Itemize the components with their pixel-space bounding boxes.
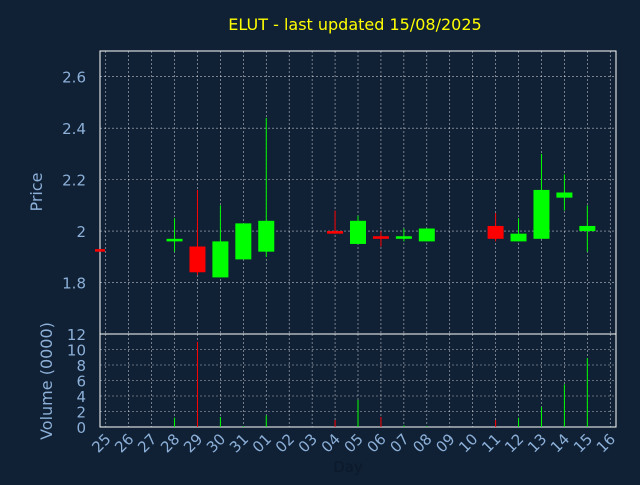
- candle-body: [189, 246, 206, 273]
- price-tick-label: 2: [76, 223, 86, 241]
- candles: [95, 117, 596, 278]
- volume-bars: [174, 341, 588, 427]
- candle-body: [533, 189, 550, 239]
- volume-tick-label: 0: [76, 419, 86, 437]
- candle-body: [166, 238, 183, 242]
- price-axis-label: Price: [27, 172, 46, 211]
- candle-body: [418, 228, 435, 242]
- candle-body: [95, 249, 105, 252]
- volume-tick-label: 6: [76, 373, 86, 391]
- candle-body: [212, 241, 229, 278]
- price-tick-label: 2.6: [62, 69, 86, 87]
- volume-tick-label: 10: [67, 342, 86, 360]
- price-tick-label: 1.8: [62, 275, 86, 293]
- candle-body: [350, 220, 366, 244]
- candle-body: [235, 223, 252, 260]
- candle-body: [556, 192, 573, 198]
- volume-tick-label: 12: [67, 326, 86, 344]
- candle-body: [258, 220, 275, 252]
- candle-body: [510, 233, 527, 242]
- x-axis: 2526272829303101020304050607080910111213…: [88, 430, 619, 456]
- price-grid: [100, 51, 616, 334]
- price-tick-label: 2.4: [62, 120, 86, 138]
- price-tick-label: 2.2: [62, 172, 86, 190]
- candle-body: [579, 225, 596, 232]
- chart-title: ELUT - last updated 15/08/2025: [228, 15, 481, 34]
- price-axis: 1.8 2 2.2 2.4 2.6: [62, 69, 86, 293]
- volume-tick-label: 8: [76, 357, 86, 375]
- volume-tick-label: 4: [76, 388, 86, 406]
- candle-body: [372, 236, 389, 239]
- volume-tick-label: 2: [76, 404, 86, 422]
- volume-axis-label: Volume (0000): [37, 322, 56, 440]
- candle-body: [487, 225, 504, 239]
- candle-body: [395, 236, 412, 239]
- x-axis-label: Day: [333, 458, 363, 476]
- candle-body: [327, 231, 344, 234]
